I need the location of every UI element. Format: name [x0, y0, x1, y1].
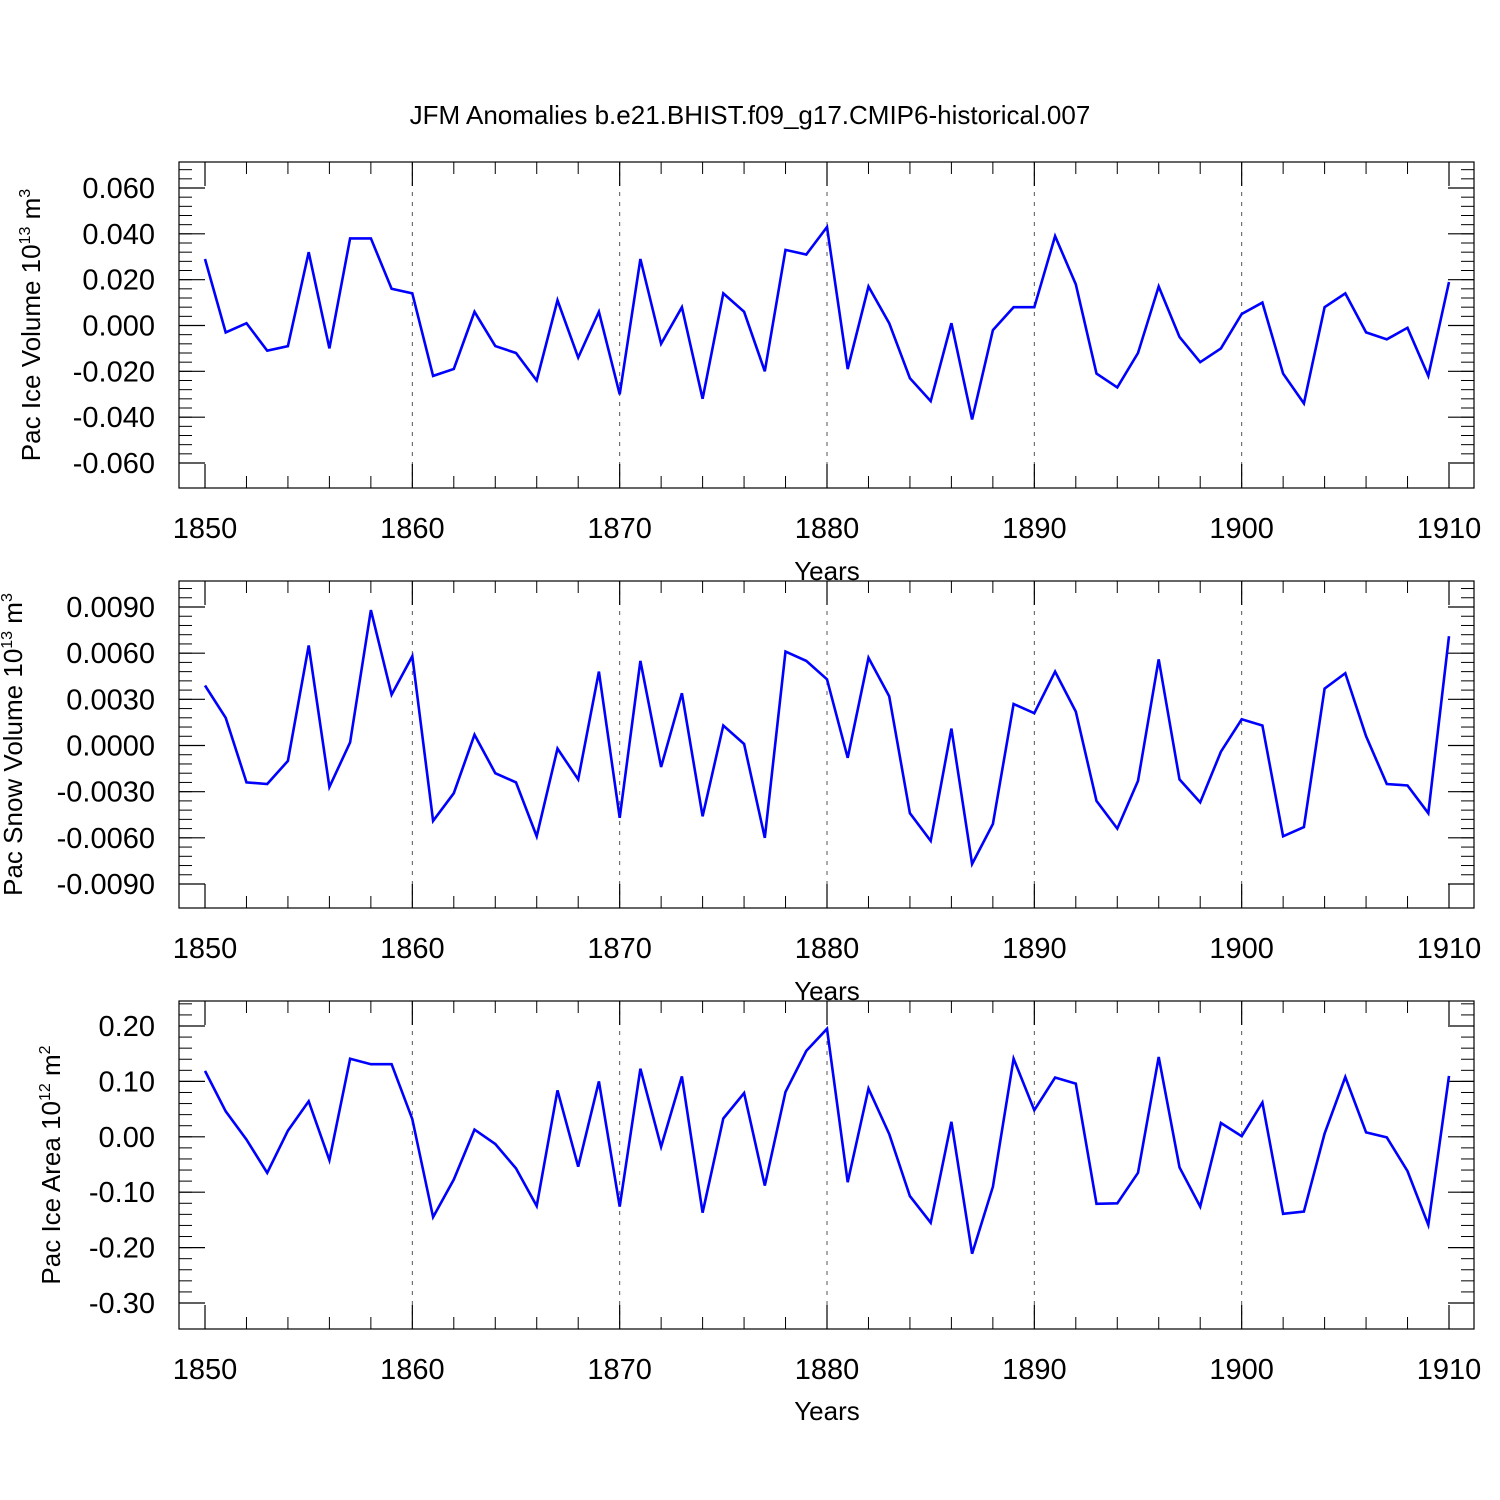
x-tick-label: 1870	[587, 513, 652, 545]
x-tick-label: 1900	[1209, 933, 1274, 965]
y-tick-label: 0.0000	[66, 731, 155, 763]
y-axis-label: Pac Snow Volume 1013 m3	[0, 593, 28, 896]
x-tick-label: 1910	[1417, 933, 1482, 965]
y-tick-label: 0.20	[99, 1011, 155, 1043]
x-tick-label: 1900	[1209, 1354, 1274, 1386]
series-line	[203, 1025, 1451, 1255]
y-tick-label: 0.10	[99, 1066, 155, 1098]
chart-panel-1: 1850 1860 1870 1880 1890 1900 1910 -0.060 -0.040…	[16, 161, 1482, 586]
chart-panel-2: 1850 1860 1870 1880 1890 1900 1910 -0.0090 -0.00…	[0, 580, 1482, 1006]
figure-title: JFM Anomalies b.e21.BHIST.f09_g17.CMIP6-…	[410, 100, 1091, 130]
y-tick-label: 0.060	[82, 173, 155, 205]
y-tick-label: -0.060	[73, 448, 155, 480]
x-tick-label: 1860	[380, 933, 445, 965]
x-tick-label: 1890	[1002, 1354, 1067, 1386]
x-tick-label: 1910	[1417, 1354, 1482, 1386]
y-axis-label: Pac Ice Volume 1013 m3	[16, 189, 46, 462]
y-tick-label: -0.0060	[57, 823, 155, 855]
y-tick-label: -0.0030	[57, 777, 155, 809]
x-tick-label: 1880	[795, 933, 860, 965]
panels: 1850 1860 1870 1880 1890 1900 1910 -0.060 -0.040…	[0, 161, 1482, 1426]
series-line	[203, 609, 1451, 869]
series-line	[203, 223, 1451, 420]
y-tick-label: 0.000	[82, 311, 155, 343]
y-tick-label: 0.020	[82, 265, 155, 297]
y-tick-label: -0.10	[89, 1177, 155, 1209]
y-tick-label: -0.0090	[57, 869, 155, 901]
x-tick-label: 1850	[173, 1354, 238, 1386]
y-tick-label: -0.020	[73, 356, 155, 388]
x-tick-label: 1860	[380, 1354, 445, 1386]
x-tick-label: 1850	[173, 513, 238, 545]
x-tick-label: 1860	[380, 513, 445, 545]
y-tick-label: 0.00	[99, 1122, 155, 1154]
x-tick-label: 1870	[587, 1354, 652, 1386]
x-tick-label: 1850	[173, 933, 238, 965]
x-tick-label: 1870	[587, 933, 652, 965]
y-tick-label: 0.0090	[66, 592, 155, 624]
y-tick-label: -0.30	[89, 1288, 155, 1320]
x-tick-label: 1880	[795, 1354, 860, 1386]
x-tick-label: 1890	[1002, 933, 1067, 965]
y-tick-label: 0.0060	[66, 638, 155, 670]
x-tick-label: 1900	[1209, 513, 1274, 545]
y-tick-label: 0.040	[82, 219, 155, 251]
y-tick-label: 0.0030	[66, 684, 155, 716]
y-tick-label: -0.20	[89, 1233, 155, 1265]
chart-panel-3: 1850 1860 1870 1880 1890 1900 1910 -0.30 -0.20 -0…	[36, 1000, 1482, 1426]
y-axis-label: Pac Ice Area 1012 m2	[36, 1045, 66, 1284]
x-tick-label: 1880	[795, 513, 860, 545]
x-tick-label: 1910	[1417, 513, 1482, 545]
y-tick-label: -0.040	[73, 402, 155, 434]
x-axis-label: Years	[794, 1396, 860, 1426]
x-tick-label: 1890	[1002, 513, 1067, 545]
